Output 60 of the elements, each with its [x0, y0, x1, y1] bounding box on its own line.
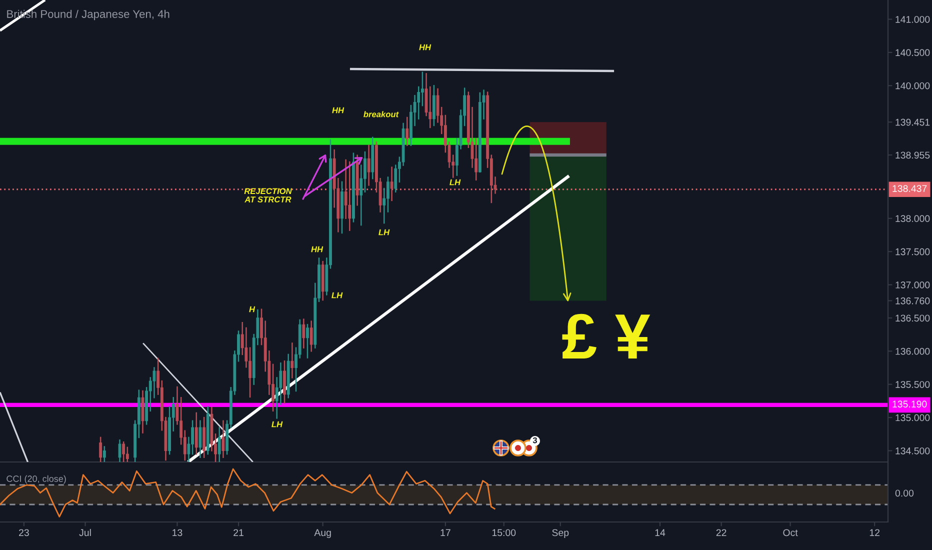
text: 0.00 [895, 490, 914, 497]
candlestick [218, 426, 221, 462]
ref-line-label: 138.437 [892, 185, 927, 192]
x-tick-label: 21 [234, 529, 244, 536]
x-tick-label: Sep [552, 529, 569, 538]
candlestick [420, 72, 424, 106]
x-tick-label: 23 [19, 529, 29, 536]
annotation: H [249, 306, 256, 312]
x-tick-label: Oct [783, 529, 798, 536]
candlestick [222, 420, 225, 458]
candlestick [310, 320, 313, 352]
x-tick-label: Aug [314, 529, 331, 538]
annotation: 3 [532, 437, 538, 444]
candlestick [432, 85, 436, 126]
y-tick-label: 136.760 [896, 297, 930, 304]
y-tick-label: 137.500 [896, 248, 930, 256]
y-tick-label: 137.000 [896, 282, 930, 288]
y-tick-label: 134.500 [896, 447, 930, 454]
x-tick-label: 14 [655, 529, 666, 536]
text: CCI (20, close) [6, 475, 66, 484]
annotation: HH [332, 107, 344, 114]
annotation: LH [272, 421, 283, 428]
y-tick-label: 138.000 [896, 215, 930, 222]
y-tick-label: 139.451 [896, 118, 930, 126]
candlestick [141, 390, 144, 434]
candlestick [302, 318, 306, 348]
y-tick-label: 140.500 [896, 49, 930, 56]
y-tick-label: 136.500 [896, 314, 930, 322]
y-tick-label: 140.000 [896, 82, 930, 90]
x-tick-label: 12 [870, 529, 880, 536]
annotation: £ ¥ [562, 314, 650, 359]
candlestick [290, 342, 294, 378]
candlestick [306, 324, 309, 358]
annotation: REJECTION AT STRCTR [244, 188, 292, 202]
candlestick [406, 116, 409, 146]
candlestick [202, 416, 206, 458]
candlestick [194, 412, 198, 455]
x-tick-label: 17 [440, 529, 450, 536]
x-tick-label: 22 [716, 529, 726, 536]
x-tick-label: 13 [172, 529, 182, 536]
candlestick [348, 161, 352, 231]
annotation: HH [311, 246, 324, 252]
annotation: LH [378, 229, 390, 236]
y-tick-label: 135.500 [896, 381, 930, 388]
candlestick [367, 144, 370, 186]
x-tick-label: 15:00 [492, 529, 516, 536]
y-tick-label: 135.000 [896, 414, 930, 422]
candlestick [283, 360, 286, 404]
y-tick-label: 136.000 [896, 348, 930, 355]
annotation: LH [332, 292, 343, 298]
annotation: LH [450, 179, 461, 186]
candlestick [390, 166, 394, 202]
candlestick [198, 420, 202, 458]
annotation: HH [419, 44, 432, 50]
x-tick-label: Jul [79, 528, 91, 536]
ref-line-label: 135.190 [892, 400, 927, 408]
y-tick-label: 138.955 [896, 152, 930, 159]
annotation: breakout [364, 111, 399, 118]
candlestick [394, 164, 398, 192]
y-tick-label: 141.000 [896, 16, 930, 23]
